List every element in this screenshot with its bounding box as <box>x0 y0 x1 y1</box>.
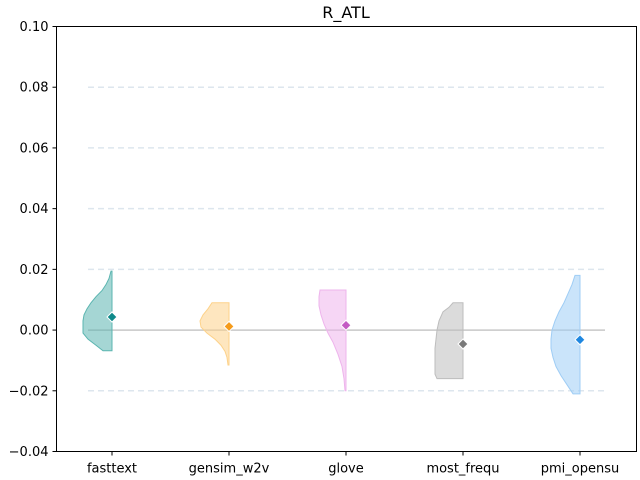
mean-marker-most_frequ <box>457 338 469 350</box>
violin-glove <box>318 289 347 392</box>
x-axis-ticks: fasttext gensim_w2v glove most_frequ pmi_ope… <box>87 451 619 477</box>
y-axis-ticks: −0.04 −0.02 0.00 0.02 0.04 0.06 0.08 0.10 <box>9 20 57 460</box>
x-tick-label-fasttext: fasttext <box>87 462 137 477</box>
x-tick-label-most_frequ: most_frequ <box>426 462 499 477</box>
y-tick-label-2: 0.00 <box>20 324 49 339</box>
mean-marker-pmi_opensu <box>574 334 586 346</box>
y-tick-label-4: 0.04 <box>20 202 49 217</box>
x-tick-label-gensim_w2v: gensim_w2v <box>189 462 270 477</box>
violins <box>82 270 586 395</box>
chart-title: R_ATL <box>322 3 370 23</box>
y-tick-label-7: 0.10 <box>20 20 49 35</box>
mean-marker-gensim_w2v <box>223 320 235 333</box>
mean-marker-glove <box>340 319 352 331</box>
x-tick-label-pmi_opensu: pmi_opensu <box>541 462 619 477</box>
y-tick-label-5: 0.06 <box>20 141 49 156</box>
gridlines <box>88 86 605 392</box>
violin-most_frequ <box>434 302 464 380</box>
y-tick-label-1: −0.02 <box>9 384 49 399</box>
plot-frame <box>56 26 637 452</box>
violin-pmi_opensu <box>550 274 581 395</box>
violin-gensim_w2v <box>199 302 230 366</box>
violin-fasttext <box>82 270 113 352</box>
x-tick-label-glove: glove <box>328 462 364 477</box>
y-tick-label-0: −0.04 <box>9 445 49 460</box>
y-tick-label-6: 0.08 <box>20 81 49 96</box>
y-tick-label-3: 0.02 <box>20 263 49 278</box>
mean-marker-fasttext <box>106 311 118 323</box>
